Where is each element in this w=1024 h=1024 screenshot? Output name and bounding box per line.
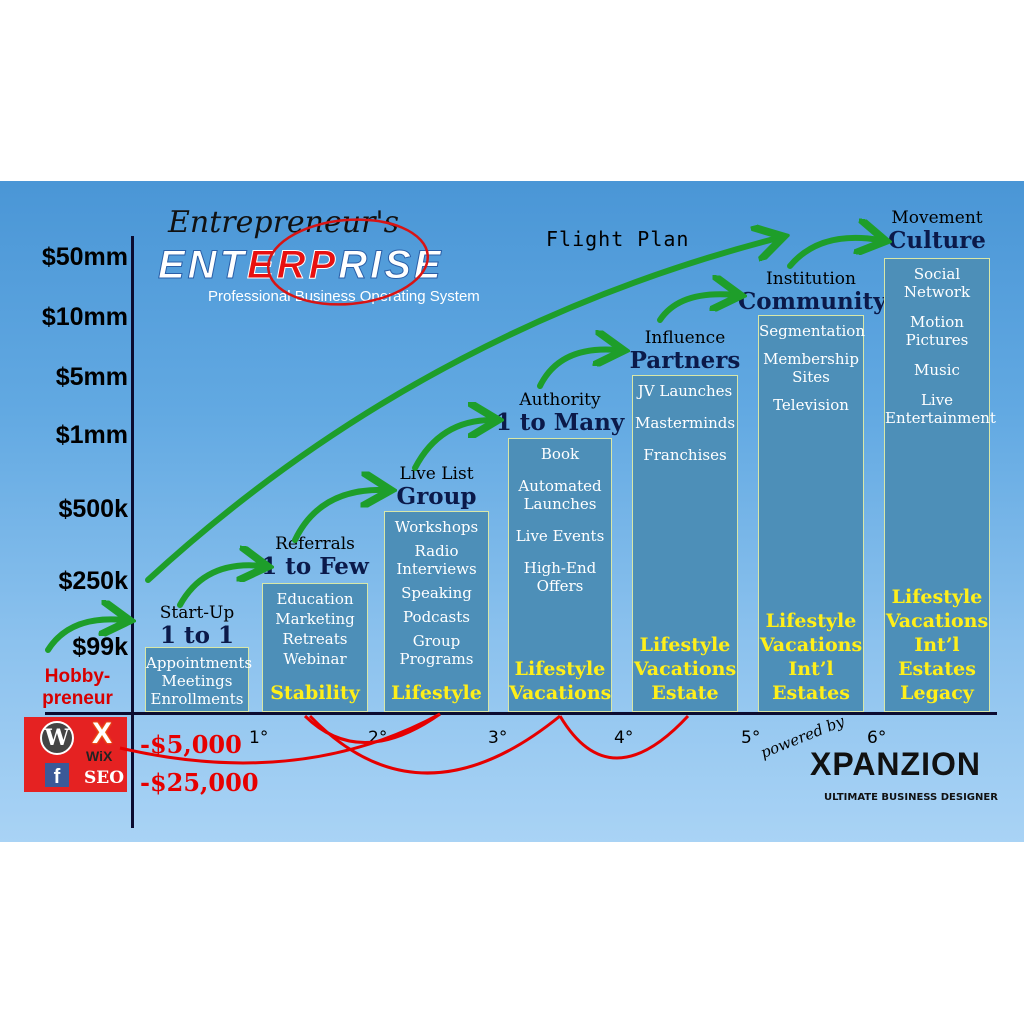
stage-title: Culture xyxy=(888,227,986,254)
stage-title: Community xyxy=(738,288,887,315)
y-label: $10mm xyxy=(41,303,128,331)
y-label: $1mm xyxy=(55,421,128,449)
y-label: $50mm xyxy=(41,243,128,271)
y-axis xyxy=(131,236,134,828)
stage-item: Membership Sites xyxy=(763,350,859,386)
stage-title: Partners xyxy=(629,347,741,374)
stage-title: 1 to Few xyxy=(261,553,369,580)
stage-item: Social Network xyxy=(903,265,971,301)
stage-item: Meetings xyxy=(161,672,233,690)
facebook-icon: f xyxy=(45,763,69,788)
stage-item: Podcasts xyxy=(403,608,470,626)
stage-header: Movement Culture xyxy=(864,209,1010,254)
stage-item: Marketing xyxy=(275,610,355,628)
xpanzion-tagline: ULTIMATE BUSINESS DESIGNER xyxy=(824,792,998,803)
stage-item: JV Launches xyxy=(637,382,733,400)
x-tick: 1° xyxy=(249,728,269,748)
stage-bar: Segmentation Membership Sites Television Li… xyxy=(758,315,866,712)
x-tick: 5° xyxy=(741,728,761,748)
hobby-line: Hobby- xyxy=(44,666,111,687)
stage-item: Automated Launches xyxy=(518,477,602,513)
stage-bar: Social Network Motion Pictures Music Live E… xyxy=(884,258,996,712)
stage-title: 1 to Many xyxy=(495,409,625,436)
x-axis xyxy=(45,712,997,715)
logo-script: Entrepreneur's xyxy=(168,205,400,240)
x-tick: 4° xyxy=(614,728,634,748)
stage-bar: Workshops Radio Interviews Speaking Podcast… xyxy=(384,511,489,712)
stage-item: Appointments xyxy=(146,654,253,672)
stage-item: Education xyxy=(276,590,354,608)
stage-header: Authority 1 to Many xyxy=(488,391,632,436)
stage-item: Motion Pictures xyxy=(905,313,969,349)
stage-footer: Lifestyle Vacations Int’l Estates Legacy xyxy=(885,586,989,704)
seo-label: SEO xyxy=(84,768,125,788)
stage-footer: Stability xyxy=(270,682,360,704)
wordpress-icon: W xyxy=(40,721,74,755)
stage-small-label: Live List xyxy=(399,464,474,484)
stage-item: Webinar xyxy=(283,650,347,668)
stage-item: Group Programs xyxy=(399,632,474,668)
stage-item: Segmentation xyxy=(759,322,866,340)
wix-icon: X xyxy=(91,717,112,750)
stage-item: Live Entertainment xyxy=(885,391,996,427)
x-tick: 6° xyxy=(867,728,887,748)
hobbypreneur-label: Hobby- preneur xyxy=(30,666,125,710)
hobby-line: preneur xyxy=(42,688,113,709)
stage-small-label: Movement xyxy=(891,208,983,228)
stage-header: Institution Community xyxy=(738,269,887,315)
stage-item: Retreats xyxy=(282,630,348,648)
stage-bar: Appointments Meetings Enrollments xyxy=(145,647,253,712)
stage-header: Influence Partners xyxy=(612,329,758,374)
web-badge: W X WiX f SEO xyxy=(24,717,127,792)
y-label: $5mm xyxy=(55,363,128,391)
stage-header: Referrals 1 to Few xyxy=(242,535,388,580)
stage-item: Speaking xyxy=(401,584,472,602)
x-tick: 2° xyxy=(368,728,388,748)
y-label: $250k xyxy=(58,567,128,595)
stage-title: 1 to 1 xyxy=(160,622,234,649)
flight-plan-label: Flight Plan xyxy=(546,227,690,251)
stage-header: Live List Group xyxy=(364,465,509,510)
stage-header: Start-Up 1 to 1 xyxy=(125,604,269,649)
stage-item: Live Events xyxy=(515,527,605,545)
stage-bar: JV Launches Masterminds Franchises Lifestyl… xyxy=(632,375,738,712)
stage-small-label: Influence xyxy=(644,328,726,348)
stage-small-label: Start-Up xyxy=(159,603,235,623)
x-tick: 3° xyxy=(488,728,508,748)
stage-item: Book xyxy=(540,445,580,463)
stage-bar: Education Marketing Retreats Webinar Stabili… xyxy=(262,583,368,712)
stage-item: Workshops xyxy=(394,518,479,536)
stage-item: Television xyxy=(773,396,849,414)
stage-item: Enrollments xyxy=(150,690,244,708)
wix-label: WiX xyxy=(86,748,113,764)
stage-small-label: Institution xyxy=(766,269,856,289)
y-label: $500k xyxy=(58,495,128,523)
xpanzion-logo: XPANZION xyxy=(810,746,981,782)
negative-label: -$5,000 xyxy=(140,730,242,759)
stage-small-label: Authority xyxy=(519,390,601,410)
stage-item: High-End Offers xyxy=(523,559,597,595)
stage-item: Masterminds xyxy=(634,414,736,432)
negative-label: -$25,000 xyxy=(140,768,259,797)
stage-small-label: Referrals xyxy=(275,534,355,554)
stage-bar: Book Automated Launches Live Events High-En… xyxy=(508,438,612,712)
stage-footer: Lifestyle Vacations Estate xyxy=(633,634,737,704)
stage-footer: Lifestyle Vacations xyxy=(509,658,612,704)
stage-footer: Lifestyle Vacations Int’l Estates xyxy=(759,610,863,704)
stage-item: Music xyxy=(914,361,960,379)
stage-item: Radio Interviews xyxy=(396,542,477,578)
stage-item: Franchises xyxy=(643,446,727,464)
y-label: $99k xyxy=(72,633,128,661)
stage-footer: Lifestyle xyxy=(391,682,482,704)
stage-title: Group xyxy=(396,483,477,510)
